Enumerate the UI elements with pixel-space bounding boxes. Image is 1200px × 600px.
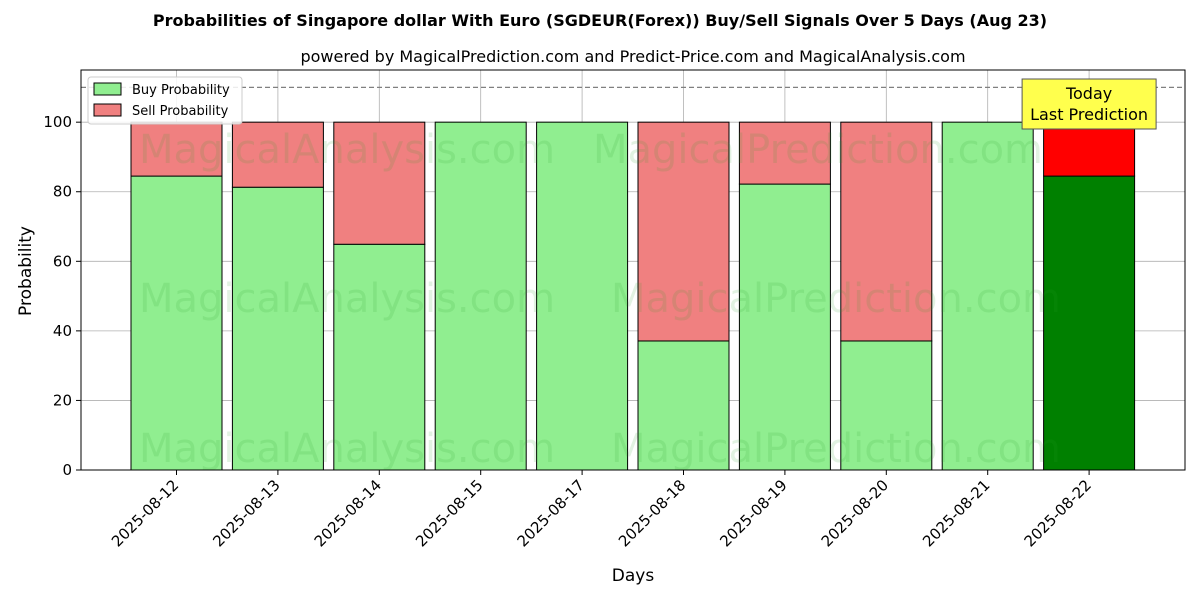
legend-swatch	[93, 103, 122, 117]
buy-bar	[840, 340, 933, 471]
x-tick-label: 2025-08-19	[716, 476, 790, 550]
x-tick-label: 2025-08-15	[412, 476, 486, 550]
x-tick-label: 2025-08-21	[919, 476, 993, 550]
legend-label: Sell Probability	[132, 104, 229, 119]
watermark-text: MagicalAnalysis.com	[139, 426, 555, 472]
x-tick-label: 2025-08-22	[1021, 476, 1095, 550]
buy-bar	[941, 121, 1034, 471]
sell-bar	[333, 121, 426, 245]
legend-box	[87, 76, 243, 125]
sell-bar	[738, 121, 831, 185]
today-annotation: Today Last Prediction	[1021, 78, 1157, 130]
y-tick-label: 0	[62, 461, 72, 479]
watermark-text: MagicalPrediction.com	[611, 426, 1061, 472]
x-tick-label: 2025-08-20	[818, 476, 892, 550]
sell-bar	[840, 121, 933, 342]
sell-bar	[231, 121, 324, 188]
y-tick-label: 60	[53, 252, 72, 270]
bars	[130, 121, 1136, 471]
chart-subtitle: powered by MagicalPrediction.com and Pre…	[300, 47, 965, 66]
y-tick-label: 20	[53, 391, 72, 409]
plot-frame	[80, 69, 1186, 471]
annotation-box	[1021, 78, 1157, 130]
buy-bar	[333, 243, 426, 471]
buy-bar	[434, 121, 527, 471]
buy-bar	[1043, 175, 1136, 471]
sell-bar	[637, 121, 730, 342]
x-axis-label: Days	[612, 566, 655, 586]
x-tick-label: 2025-08-13	[209, 476, 283, 550]
legend: Buy Probability Sell Probability	[87, 76, 243, 125]
watermark-text: MagicalAnalysis.com	[139, 127, 555, 173]
buy-bar	[130, 175, 223, 471]
sell-bar	[130, 121, 223, 177]
x-tick-label: 2025-08-14	[311, 476, 385, 550]
y-tick-label: 80	[53, 183, 72, 201]
watermark-text: MagicalPrediction.com	[593, 127, 1043, 173]
legend-label: Buy Probability	[132, 83, 230, 98]
x-tick-label: 2025-08-18	[615, 476, 689, 550]
y-tick-label: 100	[43, 113, 72, 131]
sell-bar	[1043, 121, 1136, 177]
watermarks: MagicalAnalysis.com MagicalPrediction.com…	[139, 127, 1061, 472]
buy-bar	[637, 340, 730, 471]
watermark-text: MagicalPrediction.com	[611, 276, 1061, 322]
chart-title: Probabilities of Singapore dollar With E…	[153, 11, 1047, 30]
x-tick-label: 2025-08-17	[514, 476, 588, 550]
y-tick-label: 40	[53, 322, 72, 340]
annotation-text: Last Prediction	[1030, 105, 1148, 124]
legend-swatch	[93, 82, 122, 96]
watermark-text: MagicalAnalysis.com	[139, 276, 555, 322]
buy-bar	[738, 183, 831, 471]
annotation-text: Today	[1065, 84, 1112, 103]
y-axis-label: Probability	[16, 226, 36, 316]
x-tick-label: 2025-08-12	[108, 476, 182, 550]
